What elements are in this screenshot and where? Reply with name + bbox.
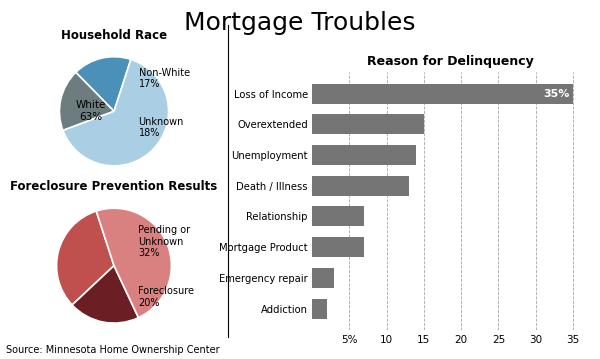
Text: Pending or
Unknown
32%: Pending or Unknown 32% [138,225,190,258]
Title: Household Race: Household Race [61,29,167,42]
Wedge shape [72,266,139,323]
Bar [312,176,409,196]
Text: Foreclosure
Prevented
48%: Foreclosure Prevented 48% [0,358,1,359]
Text: Non-White
17%: Non-White 17% [139,68,190,89]
Text: White
63%: White 63% [76,101,106,122]
Bar [312,84,573,103]
Wedge shape [96,208,172,318]
Wedge shape [63,59,169,166]
Bar [312,237,364,257]
Bar [312,268,334,288]
Wedge shape [59,72,114,130]
Wedge shape [76,57,131,111]
Text: Mortgage Troubles: Mortgage Troubles [184,11,416,35]
Text: Unknown
18%: Unknown 18% [139,117,184,139]
Bar [312,299,327,318]
Wedge shape [56,211,114,305]
Bar [312,145,416,165]
Text: Source: Minnesota Home Ownership Center: Source: Minnesota Home Ownership Center [6,345,220,355]
Text: 35%: 35% [543,89,569,98]
Bar [312,206,364,227]
Bar [312,114,424,134]
Text: Foreclosure
20%: Foreclosure 20% [138,286,194,308]
Title: Foreclosure Prevention Results: Foreclosure Prevention Results [10,180,218,193]
Title: Reason for Delinquency: Reason for Delinquency [367,55,533,68]
